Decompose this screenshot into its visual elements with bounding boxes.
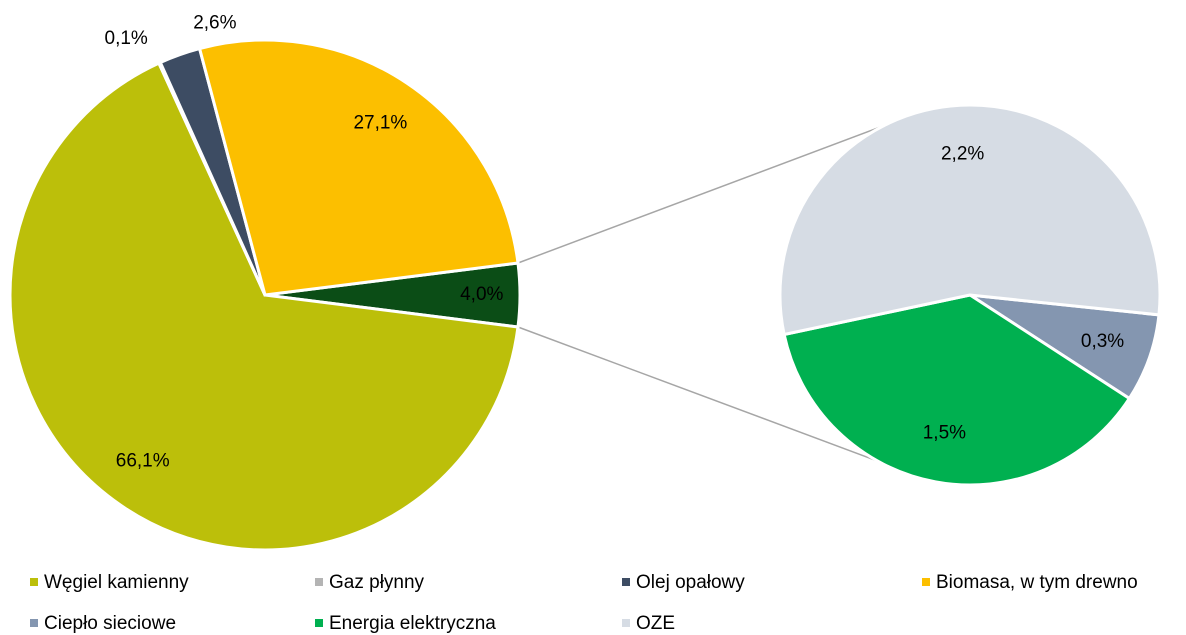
legend-marker <box>30 619 38 627</box>
legend-label: Energia elektryczna <box>329 613 496 634</box>
legend-label: Olej opałowy <box>636 572 745 593</box>
data-label: 66,1% <box>116 450 170 471</box>
legend-marker <box>315 578 323 586</box>
legend-marker <box>315 619 323 627</box>
pie-slice <box>197 38 520 297</box>
data-label: 1,5% <box>923 422 966 443</box>
legend-marker <box>922 578 930 586</box>
data-label: 2,6% <box>193 12 236 33</box>
data-label: 4,0% <box>460 284 503 305</box>
legend-label: Gaz płynny <box>329 572 425 593</box>
legend-label: OZE <box>636 613 675 634</box>
pie-slice <box>8 61 520 552</box>
legend-marker <box>622 578 630 586</box>
legend-label: Węgiel kamienny <box>44 572 189 593</box>
connector-line <box>517 125 885 264</box>
legend-label: Ciepło sieciowe <box>44 613 176 634</box>
data-label: 2,2% <box>941 144 984 165</box>
data-label: 27,1% <box>353 113 407 134</box>
legend-marker <box>30 578 38 586</box>
pie-slice <box>782 293 1132 487</box>
pie-slice <box>778 103 1162 337</box>
connector-line <box>517 326 879 462</box>
data-label: 0,3% <box>1081 331 1124 352</box>
data-label: 0,1% <box>105 28 148 49</box>
legend-label: Biomasa, w tym drewno <box>936 572 1138 593</box>
legend-marker <box>622 619 630 627</box>
